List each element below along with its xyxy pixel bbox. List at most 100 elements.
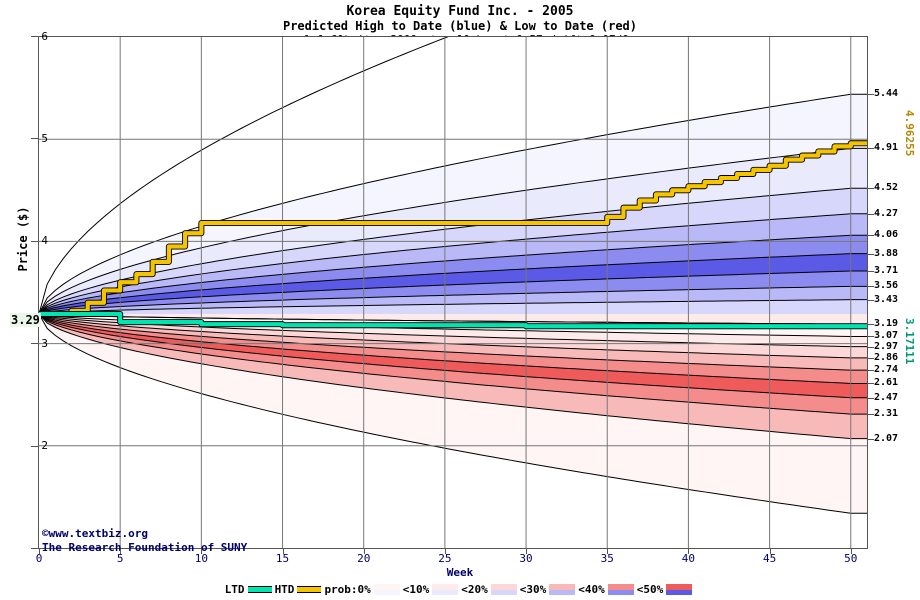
x-tickmark	[769, 549, 771, 554]
x-tickmark	[850, 549, 852, 554]
right-axis-tickmark	[868, 271, 874, 273]
right-axis-tickmark	[868, 299, 874, 301]
x-axis-label: Week	[446, 566, 474, 579]
series-ltd	[39, 311, 867, 329]
right-axis-label-4.27: 4.27	[874, 207, 899, 219]
right-axis-tickmark	[868, 414, 874, 416]
legend-item-b10[interactable]: <10%	[403, 583, 462, 596]
right-axis-label-2.74: 2.74	[874, 364, 899, 376]
band-swatch-10	[432, 584, 459, 595]
y-tick-1: 1	[41, 541, 48, 554]
htd-line-swatch	[297, 586, 322, 593]
x-tick-50: 50	[844, 552, 858, 565]
right-axis-label-3.07: 3.07	[874, 330, 899, 342]
band-swatch-20	[490, 584, 517, 595]
x-tick-40: 40	[681, 552, 696, 565]
plot-canvas	[39, 37, 867, 548]
band-swatch-40	[607, 584, 634, 595]
y-tick-5: 5	[41, 132, 48, 145]
right-axis-label-2.07: 2.07	[874, 432, 899, 444]
right-axis-tickmark	[868, 438, 874, 440]
legend-label-b30: <30%	[519, 583, 547, 596]
right-axis-tickmark	[868, 188, 874, 190]
right-axis-tickmark	[868, 346, 874, 348]
x-tick-20: 20	[357, 552, 371, 565]
y-tick-4: 4	[41, 234, 48, 247]
band-swatch-50	[666, 584, 693, 595]
ltd-line-swatch	[247, 586, 272, 593]
right-axis-tickmark	[868, 235, 874, 237]
y-tick-3: 3	[41, 337, 48, 350]
right-axis-label-2.97: 2.97	[874, 340, 899, 352]
y-tickmark	[31, 36, 38, 37]
credit-website: ©www.textbiz.org	[42, 527, 148, 540]
right-axis-tickmark	[868, 253, 874, 255]
x-tickmark	[201, 549, 203, 554]
legend-label-b20: <20%	[461, 583, 488, 596]
right-axis-label-4.06: 4.06	[874, 229, 899, 241]
right-axis-label-2.61: 2.61	[874, 377, 899, 389]
legend-label-prob: prob:0%	[324, 583, 371, 596]
legend-label-b40: <40%	[578, 583, 605, 596]
right-axis-tickmark	[868, 397, 874, 399]
right-axis-tickmark	[868, 94, 874, 96]
chart-subtitle: Predicted High to Date (blue) & Low to D…	[282, 19, 637, 33]
credit-organization: The Research Foundation of SUNY	[42, 541, 248, 554]
legend-item-b40[interactable]: <40%	[578, 583, 637, 596]
right-axis-label-4.52: 4.52	[874, 182, 899, 194]
x-tickmark	[363, 549, 365, 554]
right-axis-label-3.71: 3.71	[874, 265, 899, 277]
series-htd	[39, 141, 867, 317]
legend-item-htd[interactable]: HTD	[275, 583, 325, 596]
y-tickmark	[31, 548, 38, 549]
band-swatch-30	[549, 584, 576, 595]
right-axis-tickmark	[868, 357, 874, 359]
credit-block: ©www.textbiz.org The Research Foundation…	[42, 527, 247, 555]
y-tickmark	[31, 343, 38, 344]
y-tickmark	[31, 241, 38, 242]
right-axis-label-2.31: 2.31	[874, 408, 899, 420]
legend-label-b10: <10%	[402, 583, 430, 596]
x-tick-15: 15	[275, 552, 290, 565]
right-axis-tickmark	[868, 383, 874, 385]
right-axis-tickmark	[868, 336, 874, 338]
right-axis-label-2.86: 2.86	[874, 351, 899, 363]
x-tickmark	[607, 549, 609, 554]
x-tick-45: 45	[762, 552, 777, 565]
legend-item-b50[interactable]: <50%	[637, 583, 696, 596]
legend-item-prob0[interactable]: prob:0%	[324, 583, 402, 596]
right-axis-tickmark	[868, 213, 874, 215]
x-tickmark	[444, 549, 446, 554]
x-tickmark	[120, 549, 122, 554]
band-swatch-0	[373, 584, 400, 595]
right-axis-tickmark	[868, 286, 874, 288]
x-tickmark	[688, 549, 690, 554]
x-tick-10: 10	[194, 552, 208, 565]
x-tick-35: 35	[600, 552, 614, 565]
x-tickmark	[526, 549, 528, 554]
y-tick-6: 6	[41, 30, 48, 43]
y-tickmark	[31, 138, 38, 139]
right-axis-label-4.91: 4.91	[874, 142, 899, 154]
right-axis-label-3.43: 3.43	[874, 293, 899, 305]
y-axis-label: Price ($)	[16, 206, 30, 272]
right-axis-label-5.44: 5.44	[874, 88, 899, 100]
x-tickmark	[39, 549, 40, 554]
right-axis-label-2.47: 2.47	[874, 391, 899, 403]
legend-item-b30[interactable]: <30%	[520, 583, 579, 596]
y-tickmark	[31, 446, 38, 447]
legend-label-htd: HTD	[274, 583, 295, 596]
start-price-label: 3.29	[10, 313, 41, 327]
right-axis-label-3.88: 3.88	[874, 247, 899, 259]
legend-label-ltd: LTD	[224, 583, 245, 596]
legend-item-ltd[interactable]: LTD	[225, 583, 275, 596]
chart-title: Korea Equity Fund Inc. - 2005	[346, 4, 574, 19]
right-axis-label-3.19: 3.19	[874, 318, 899, 330]
x-tick-25: 25	[438, 552, 452, 565]
x-tick-5: 5	[116, 552, 124, 565]
x-tick-30: 30	[519, 552, 533, 565]
chart-legend: LTD HTD prob:0% <10% <20% <30% <40% <50%	[0, 583, 920, 596]
x-tickmark	[282, 549, 284, 554]
ltd-final-value: 3.17111	[903, 318, 916, 365]
legend-item-b20[interactable]: <20%	[461, 583, 520, 596]
